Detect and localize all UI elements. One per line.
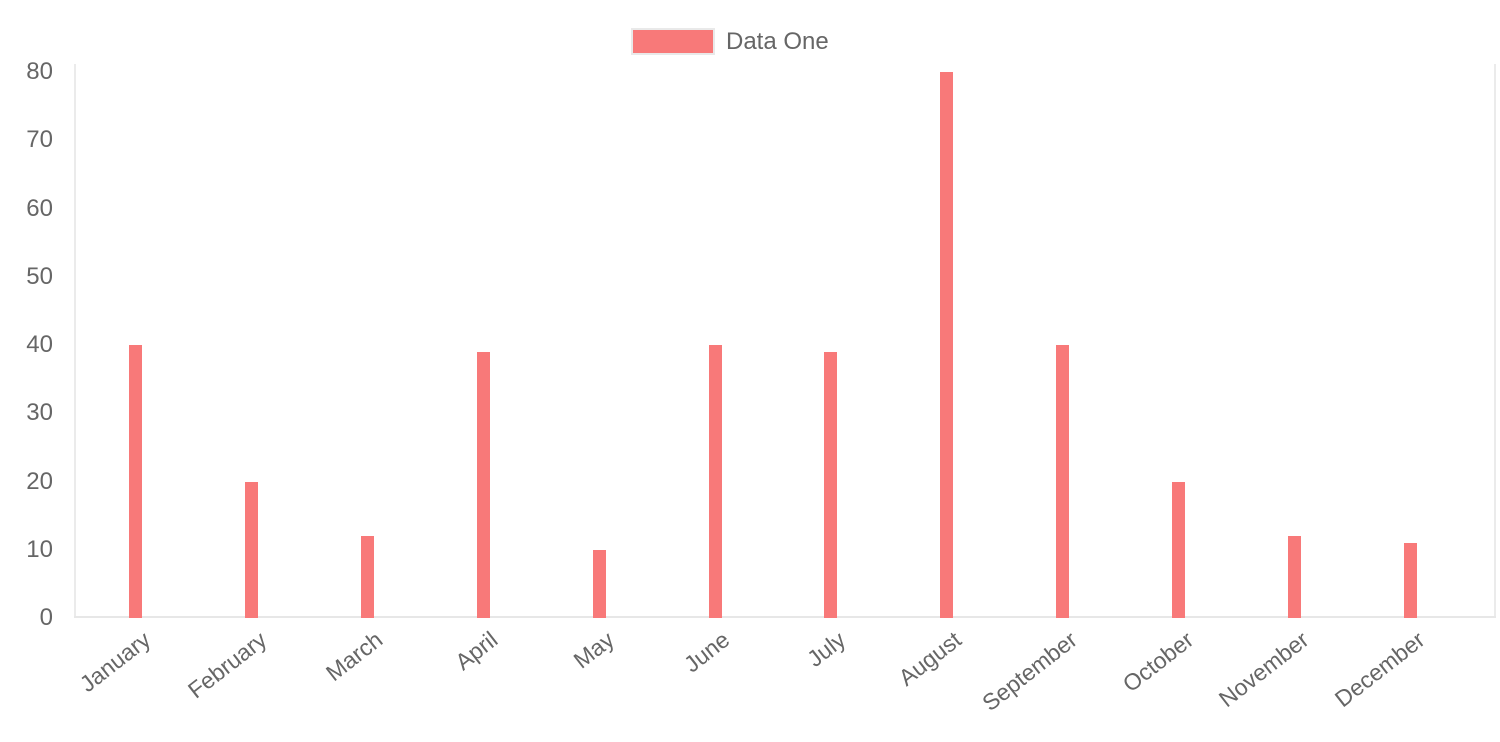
y-axis-tick-label: 20 xyxy=(26,467,53,495)
legend-swatch xyxy=(631,28,715,55)
x-axis-label: October xyxy=(1117,626,1198,698)
x-axis-label: July xyxy=(802,626,851,672)
bar-june[interactable] xyxy=(708,345,722,618)
x-axis-label: December xyxy=(1329,626,1430,713)
bar-may[interactable] xyxy=(592,549,606,618)
x-axis-label: February xyxy=(182,626,272,704)
x-axis-label: June xyxy=(679,626,735,678)
y-axis-tick-label: 0 xyxy=(39,604,53,631)
bar-slot xyxy=(657,72,773,618)
y-axis-tick-label: 30 xyxy=(26,399,53,427)
bar-slot xyxy=(889,72,1005,618)
bar-slot xyxy=(1120,72,1236,618)
bar-july[interactable] xyxy=(824,351,838,618)
y-axis-line xyxy=(74,64,76,618)
x-axis-label: April xyxy=(450,626,503,676)
bar-slot xyxy=(1005,72,1121,618)
legend-item-data-one[interactable]: Data One xyxy=(631,28,829,55)
chart-right-border xyxy=(1494,64,1496,618)
bar-slot xyxy=(1352,72,1468,618)
bar-november[interactable] xyxy=(1287,536,1301,618)
y-axis: 0 10 20 30 40 50 60 70 80 xyxy=(0,0,53,742)
y-axis-tick-label: 50 xyxy=(26,262,53,290)
bar-slot xyxy=(194,72,310,618)
bar-january[interactable] xyxy=(129,345,143,618)
x-axis-label: March xyxy=(320,626,387,687)
bar-february[interactable] xyxy=(245,481,259,618)
y-axis-tick-label: 70 xyxy=(26,126,53,154)
bars xyxy=(78,72,1468,618)
bar-october[interactable] xyxy=(1171,481,1185,618)
x-axis-label: January xyxy=(74,626,156,698)
bar-slot xyxy=(310,72,426,618)
bar-slot xyxy=(1236,72,1352,618)
x-axis-labels: January February March April May June July Augu… xyxy=(0,626,1500,742)
bar-august[interactable] xyxy=(940,72,954,618)
bar-slot xyxy=(773,72,889,618)
y-axis-tick-label: 60 xyxy=(26,194,53,222)
legend-label: Data One xyxy=(726,27,829,55)
bar-september[interactable] xyxy=(1056,345,1070,618)
x-axis-line xyxy=(74,616,1496,618)
bar-slot xyxy=(425,72,541,618)
y-axis-tick-label: 80 xyxy=(26,58,53,85)
x-axis-label: September xyxy=(977,626,1082,716)
x-axis-label: November xyxy=(1214,626,1314,713)
bar-march[interactable] xyxy=(361,536,375,618)
bar-april[interactable] xyxy=(476,351,490,618)
y-axis-tick-label: 40 xyxy=(26,331,53,358)
bar-slot xyxy=(78,72,194,618)
bar-slot xyxy=(541,72,657,618)
x-axis-label: May xyxy=(568,626,619,674)
x-axis-label: August xyxy=(893,626,967,691)
y-axis-tick-label: 10 xyxy=(26,535,53,563)
bar-december[interactable] xyxy=(1403,542,1417,618)
